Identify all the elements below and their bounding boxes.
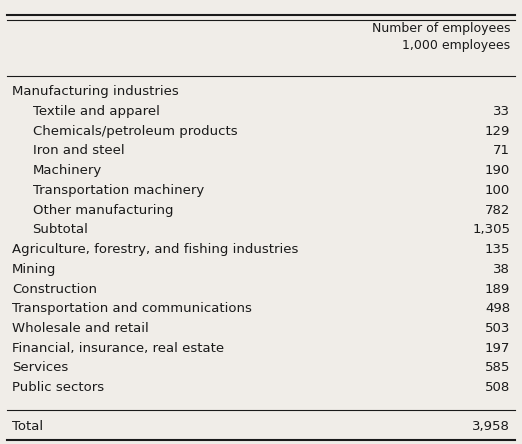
Text: Chemicals/petroleum products: Chemicals/petroleum products	[32, 125, 237, 138]
Text: 190: 190	[485, 164, 510, 177]
Text: Transportation machinery: Transportation machinery	[32, 184, 204, 197]
Text: 100: 100	[485, 184, 510, 197]
Text: Construction: Construction	[12, 282, 97, 296]
Text: Public sectors: Public sectors	[12, 381, 104, 394]
Text: 782: 782	[485, 204, 510, 217]
Text: Wholesale and retail: Wholesale and retail	[12, 322, 149, 335]
Text: 1,305: 1,305	[472, 223, 510, 236]
Text: Mining: Mining	[12, 263, 56, 276]
Text: Subtotal: Subtotal	[32, 223, 88, 236]
Text: 197: 197	[485, 342, 510, 355]
Text: 38: 38	[493, 263, 510, 276]
Text: 189: 189	[485, 282, 510, 296]
Text: Manufacturing industries: Manufacturing industries	[12, 85, 179, 98]
Text: Machinery: Machinery	[32, 164, 102, 177]
Text: Iron and steel: Iron and steel	[32, 144, 124, 158]
Text: 508: 508	[485, 381, 510, 394]
Text: Financial, insurance, real estate: Financial, insurance, real estate	[12, 342, 224, 355]
Text: Services: Services	[12, 361, 68, 374]
Text: 3,958: 3,958	[472, 420, 510, 433]
Text: 33: 33	[493, 105, 510, 118]
Text: Textile and apparel: Textile and apparel	[32, 105, 159, 118]
Text: Agriculture, forestry, and fishing industries: Agriculture, forestry, and fishing indus…	[12, 243, 298, 256]
Text: 71: 71	[493, 144, 510, 158]
Text: 135: 135	[485, 243, 510, 256]
Text: Other manufacturing: Other manufacturing	[32, 204, 173, 217]
Text: 129: 129	[485, 125, 510, 138]
Text: 585: 585	[485, 361, 510, 374]
Text: 503: 503	[485, 322, 510, 335]
Text: Number of employees
1,000 employees: Number of employees 1,000 employees	[372, 22, 510, 52]
Text: Total: Total	[12, 420, 43, 433]
Text: 498: 498	[485, 302, 510, 315]
Text: Transportation and communications: Transportation and communications	[12, 302, 252, 315]
